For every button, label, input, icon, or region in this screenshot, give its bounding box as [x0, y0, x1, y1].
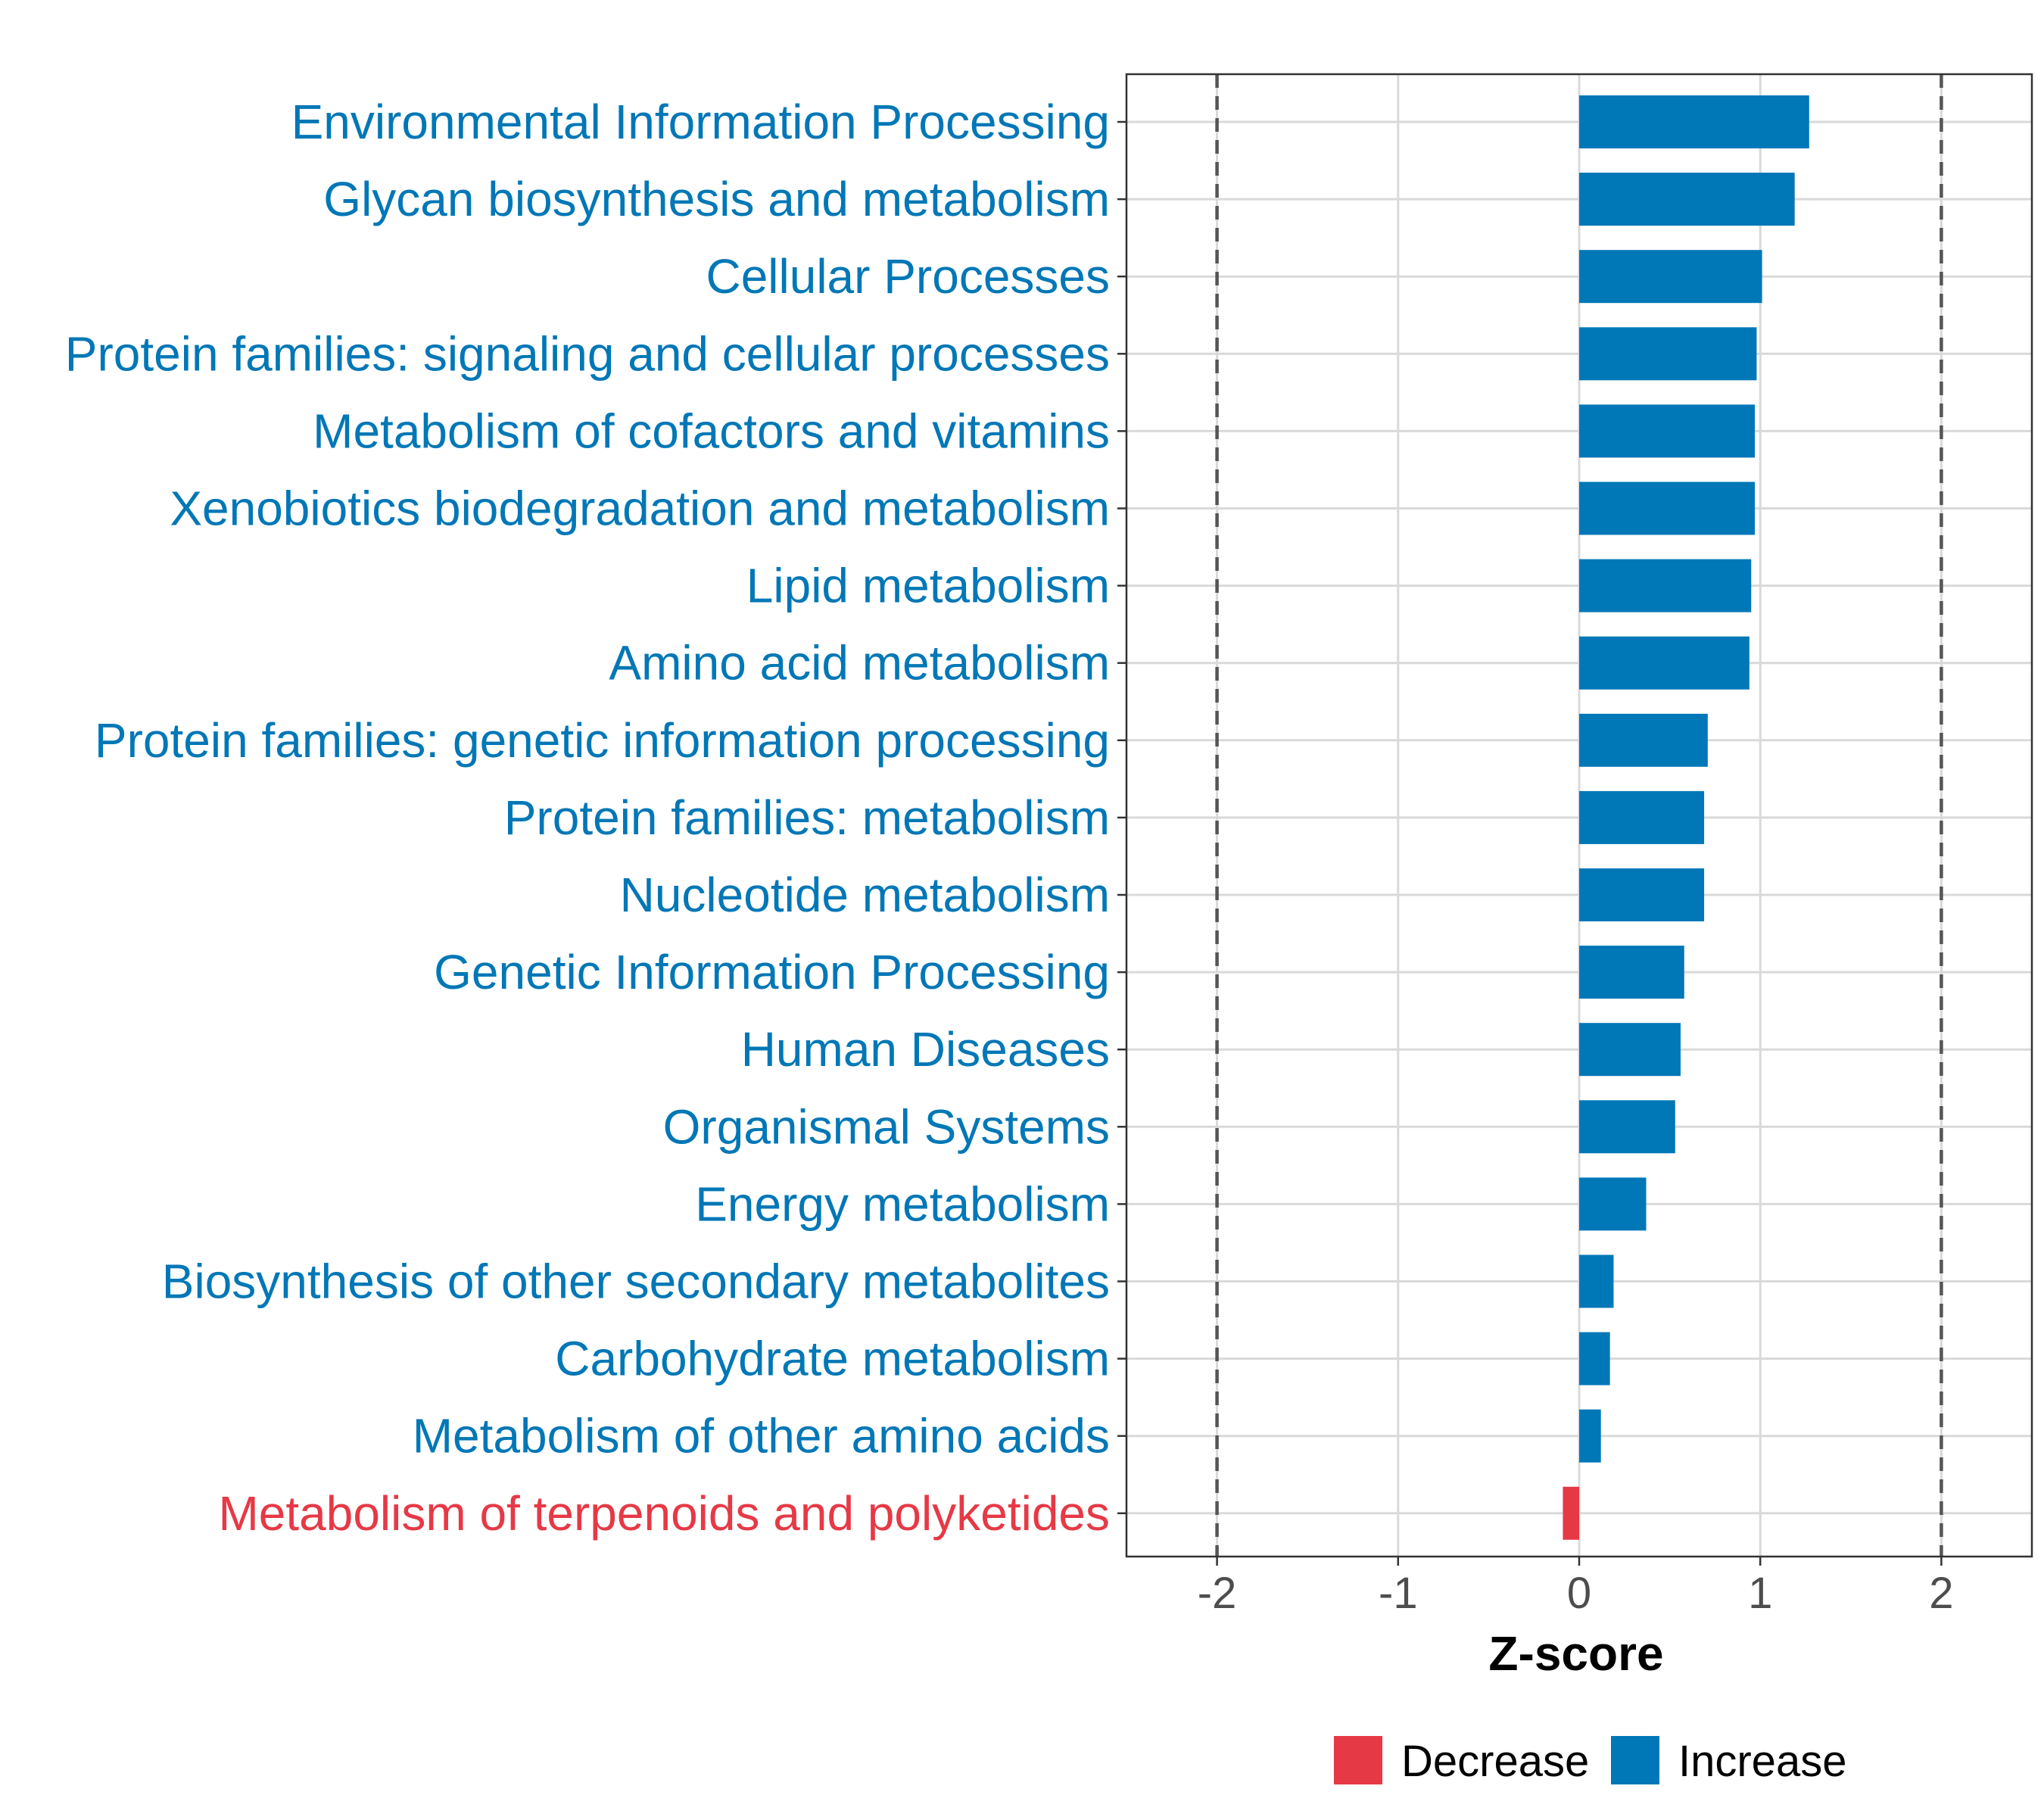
x-tick-label: 1 [1748, 1569, 1772, 1618]
y-tick-label: Environmental Information Processing [291, 95, 1110, 149]
x-tick-label: 2 [1929, 1569, 1953, 1618]
y-tick-label: Lipid metabolism [746, 559, 1110, 613]
bar [1579, 1100, 1675, 1154]
y-tick-label: Protein families: genetic information pr… [95, 713, 1110, 768]
bar [1579, 1254, 1614, 1308]
legend: Decrease Increase [1334, 1736, 1846, 1786]
reference-lines [1215, 74, 1943, 1557]
x-axis: -2 -1 0 1 2 [1198, 1557, 1954, 1618]
bar [1579, 1177, 1647, 1231]
legend-label: Decrease [1401, 1737, 1589, 1786]
y-tick-label: Nucleotide metabolism [620, 868, 1110, 922]
bar [1579, 95, 1809, 148]
y-tick-label: Glycan biosynthesis and metabolism [323, 172, 1110, 226]
y-tick-label: Cellular Processes [706, 249, 1110, 304]
bar [1579, 327, 1757, 381]
bar [1579, 713, 1708, 767]
y-tick-label: Metabolism of other amino acids [413, 1409, 1110, 1463]
bars-layer [1563, 95, 1809, 1540]
y-tick-label: Carbohydrate metabolism [555, 1332, 1110, 1386]
bar [1563, 1486, 1579, 1540]
bar [1579, 250, 1762, 304]
bar [1579, 868, 1705, 921]
y-tick-label: Biosynthesis of other secondary metaboli… [162, 1254, 1110, 1309]
legend-swatch [1334, 1736, 1382, 1784]
y-tick-label: Metabolism of terpenoids and polyketides [218, 1486, 1110, 1541]
bar [1579, 636, 1750, 690]
y-tick-label: Xenobiotics biodegradation and metabolis… [170, 482, 1110, 536]
bar [1579, 482, 1756, 535]
x-tick-label: -1 [1379, 1569, 1418, 1618]
y-tick-label: Organismal Systems [663, 1099, 1110, 1154]
x-tick-label: -2 [1198, 1569, 1237, 1618]
x-tick-label: 0 [1567, 1569, 1591, 1618]
bar [1579, 1409, 1601, 1463]
bar [1579, 559, 1752, 612]
y-tick-label: Protein families: signaling and cellular… [65, 326, 1110, 381]
y-tick-label: Amino acid metabolism [609, 636, 1110, 690]
y-tick-label: Genetic Information Processing [434, 945, 1110, 999]
y-tick-label: Human Diseases [741, 1022, 1110, 1077]
legend-swatch [1611, 1736, 1659, 1784]
y-tick-label: Protein families: metabolism [504, 790, 1110, 845]
legend-label: Increase [1678, 1737, 1846, 1786]
bar [1579, 1332, 1610, 1385]
bar [1579, 790, 1705, 844]
x-axis-title: Z-score [1488, 1626, 1663, 1681]
bar [1579, 1023, 1681, 1077]
bar [1579, 173, 1795, 226]
y-axis: Environmental Information Processing Glyc… [65, 95, 1126, 1541]
bar [1579, 946, 1684, 999]
y-tick-label: Metabolism of cofactors and vitamins [313, 404, 1110, 458]
y-tick-label: Energy metabolism [695, 1177, 1110, 1231]
bar [1579, 404, 1756, 458]
